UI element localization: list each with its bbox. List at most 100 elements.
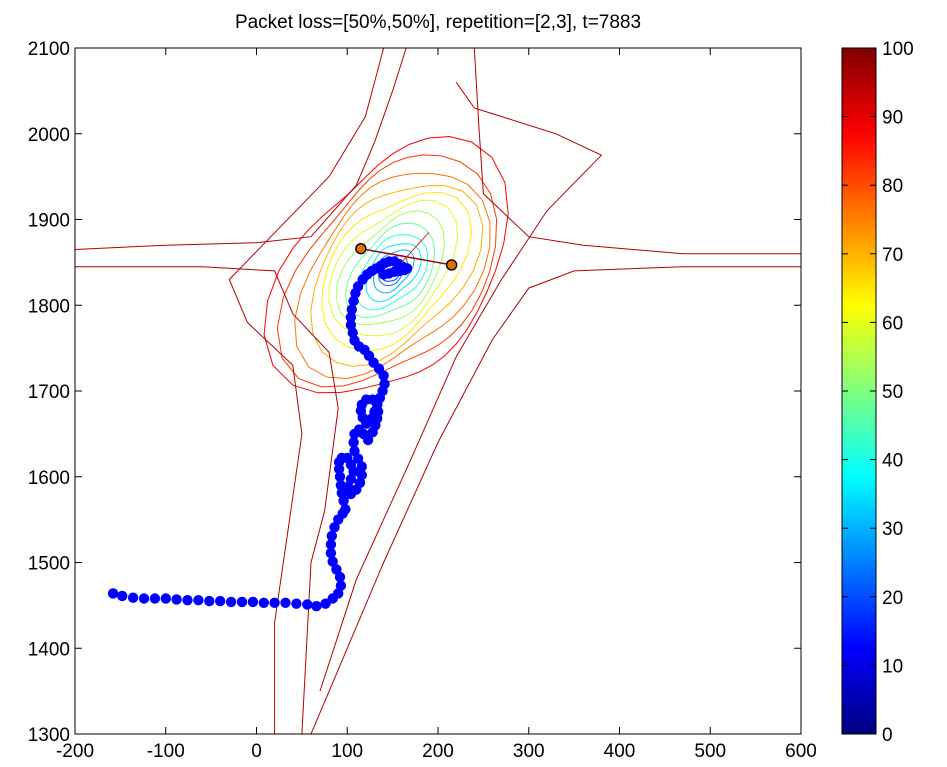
y-tick-label: 1500 bbox=[28, 554, 70, 575]
contour-line bbox=[344, 222, 436, 319]
trajectory-point bbox=[320, 598, 331, 609]
trajectory-point bbox=[107, 588, 119, 599]
anchor-markers bbox=[355, 232, 458, 271]
trajectory-point bbox=[345, 312, 357, 323]
trajectory-point bbox=[349, 445, 360, 457]
trajectory-point bbox=[236, 596, 248, 608]
x-tick-label: 0 bbox=[251, 741, 262, 762]
colorbar-tick-label: 80 bbox=[882, 176, 903, 197]
x-tick-label: 200 bbox=[422, 741, 454, 762]
trajectory-point bbox=[334, 471, 346, 482]
trajectory-point bbox=[356, 461, 367, 472]
trajectory-point bbox=[345, 319, 357, 331]
trajectory-point bbox=[311, 601, 322, 612]
trajectory-point bbox=[329, 522, 340, 533]
y-tick-label: 2100 bbox=[28, 39, 70, 60]
trajectory-point bbox=[117, 590, 128, 602]
trajectory-point bbox=[182, 595, 193, 606]
y-tick-label: 1600 bbox=[28, 468, 70, 489]
trajectory-point bbox=[326, 530, 337, 542]
trajectory-point bbox=[327, 556, 338, 567]
contour-line bbox=[228, 48, 385, 734]
contour-line bbox=[328, 199, 459, 337]
contour-line bbox=[263, 135, 509, 394]
colorbar-tick-label: 0 bbox=[882, 725, 893, 746]
trajectory-point bbox=[348, 437, 359, 448]
contour-lines bbox=[75, 48, 801, 734]
colorbar-tick-label: 60 bbox=[882, 313, 903, 334]
colorbar-tick-label: 100 bbox=[882, 39, 914, 60]
trajectory-point bbox=[291, 598, 302, 609]
trajectory-point bbox=[204, 595, 215, 607]
trajectory-point bbox=[346, 304, 357, 315]
y-tick-label: 1800 bbox=[28, 296, 70, 317]
contour-line bbox=[321, 191, 473, 352]
colorbar-tick-label: 50 bbox=[882, 382, 903, 403]
trajectory-point bbox=[325, 547, 337, 559]
x-tick-label: 400 bbox=[604, 741, 636, 762]
colorbar-tick-label: 70 bbox=[882, 245, 903, 266]
contour-line bbox=[473, 48, 801, 255]
trajectory-point bbox=[138, 593, 150, 604]
trajectory-point bbox=[160, 593, 171, 604]
trajectory-point bbox=[127, 592, 139, 603]
anchor-point bbox=[445, 259, 458, 271]
contour-line bbox=[365, 243, 422, 303]
contour-line bbox=[372, 249, 415, 294]
trajectory-point bbox=[247, 596, 259, 608]
trajectory-point bbox=[149, 593, 161, 604]
plot-area bbox=[75, 48, 801, 734]
colorbar-tick-label: 10 bbox=[882, 656, 903, 677]
y-tick-label: 1900 bbox=[28, 211, 70, 232]
x-tick-label: 100 bbox=[331, 741, 363, 762]
contour-line bbox=[75, 48, 407, 250]
x-tick-label: 600 bbox=[785, 741, 817, 762]
contour-line bbox=[276, 154, 498, 388]
trajectory-point bbox=[258, 597, 269, 608]
trajectory-point bbox=[302, 599, 313, 610]
y-tick-label: 1700 bbox=[28, 382, 70, 403]
y-tick-label: 1300 bbox=[28, 725, 70, 746]
trajectory-point bbox=[215, 595, 226, 607]
colorbar-tick-label: 90 bbox=[882, 108, 903, 129]
colorbar-tick-label: 20 bbox=[882, 588, 903, 609]
trajectory-point bbox=[335, 580, 347, 591]
y-tick-label: 2000 bbox=[28, 125, 70, 146]
x-tick-label: -100 bbox=[147, 741, 185, 762]
anchor-point bbox=[355, 242, 367, 255]
trajectory-point bbox=[269, 597, 280, 608]
trajectory-point bbox=[193, 595, 204, 606]
contour-line bbox=[335, 210, 446, 326]
y-tick-label: 1400 bbox=[28, 639, 70, 660]
trajectory-point bbox=[340, 504, 351, 515]
trajectory-point bbox=[280, 597, 291, 608]
contour-line bbox=[75, 266, 339, 734]
contour-line bbox=[310, 266, 801, 734]
trajectory-point bbox=[225, 596, 237, 608]
contour-line bbox=[319, 82, 603, 692]
trajectory-point bbox=[362, 434, 374, 446]
x-axis: -200 -100 0 100 200 300 400 500 600 bbox=[56, 48, 817, 762]
x-tick-label: 500 bbox=[694, 741, 726, 762]
trajectory-point bbox=[325, 539, 337, 550]
trajectory-point bbox=[379, 378, 390, 390]
x-tick-label: 300 bbox=[513, 741, 545, 762]
trajectory-point bbox=[171, 594, 182, 605]
trajectory-point bbox=[378, 269, 389, 280]
chart-title: Packet loss=[50%,50%], repetition=[2,3],… bbox=[235, 12, 641, 33]
colorbar-tick-label: 30 bbox=[882, 519, 903, 540]
anchor-link bbox=[401, 232, 430, 263]
trajectory-point bbox=[331, 564, 342, 575]
contour-line bbox=[294, 172, 491, 380]
trajectory-point bbox=[354, 477, 366, 488]
colorbar-tick-label: 40 bbox=[882, 451, 903, 472]
trajectory-series bbox=[107, 256, 413, 612]
trajectory-point bbox=[338, 495, 349, 506]
y-axis: 1300 1400 1500 1600 1700 1800 1900 2000 2100 bbox=[28, 39, 801, 746]
colorbar-axis: 0 10 20 30 40 50 60 70 80 90 100 bbox=[842, 39, 914, 746]
trajectory-point bbox=[356, 469, 367, 481]
x-tick-label: -200 bbox=[56, 741, 94, 762]
contour-line bbox=[310, 185, 484, 367]
trajectory-point bbox=[348, 295, 359, 307]
